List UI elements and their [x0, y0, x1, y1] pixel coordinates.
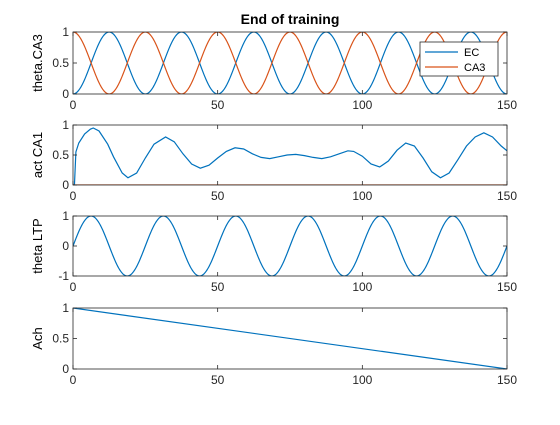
y-tick-label: -1: [58, 269, 69, 283]
y-tick-label: 0.5: [52, 56, 69, 70]
subplot-2: 0 50 100 150 0 0.5 1 act CA1: [30, 118, 517, 203]
x-tick-label: 0: [70, 280, 77, 294]
y-tick-label: 0: [62, 87, 69, 101]
x-tick-label: 0: [70, 373, 77, 387]
y-tick-label: 0: [62, 362, 69, 376]
x-tick-label: 100: [352, 98, 372, 112]
x-tick-label: 100: [352, 189, 372, 203]
series-group: [73, 216, 507, 276]
x-tick-label: 150: [497, 98, 517, 112]
y-tick-label: 1: [62, 25, 69, 39]
y-axis-label: Ach: [30, 327, 45, 349]
x-tick-label: 100: [352, 373, 372, 387]
y-tick-label: 1: [62, 301, 69, 315]
y-tick-label: 0.5: [52, 148, 69, 162]
y-axis-label: theta.CA3: [30, 34, 45, 92]
series-group: [73, 127, 507, 185]
x-tick-label: 0: [70, 98, 77, 112]
legend: EC CA3: [419, 41, 499, 77]
subplot-1: 0 50 100 150 0 0.5 1 theta.CA3 EC CA3: [30, 25, 517, 112]
series-line-1: [73, 216, 507, 276]
y-tick-label: 0: [62, 178, 69, 192]
legend-label-ec: EC: [464, 47, 479, 59]
y-tick-label: 0: [62, 239, 69, 253]
legend-box: [419, 41, 499, 77]
x-tick-label: 100: [352, 280, 372, 294]
y-tick-label: 1: [62, 209, 69, 223]
y-axis-label: act CA1: [30, 132, 45, 178]
x-tick-label: 150: [497, 189, 517, 203]
figure-title: End of training: [241, 11, 340, 27]
y-tick-label: 1: [62, 118, 69, 132]
x-tick-label: 50: [211, 98, 225, 112]
y-axis-label: theta LTP: [30, 218, 45, 273]
x-tick-label: 0: [70, 189, 77, 203]
x-tick-label: 150: [497, 280, 517, 294]
series-line-1: [73, 127, 507, 185]
x-tick-label: 150: [497, 373, 517, 387]
legend-label-ca3: CA3: [464, 62, 485, 74]
x-tick-label: 50: [211, 189, 225, 203]
subplot-4: 0 50 100 150 0 0.5 1 Ach: [30, 301, 517, 387]
series-group: [73, 308, 507, 369]
y-tick-label: 0.5: [52, 332, 69, 346]
x-tick-label: 50: [211, 373, 225, 387]
series-line-1: [73, 308, 507, 369]
x-tick-label: 50: [211, 280, 225, 294]
